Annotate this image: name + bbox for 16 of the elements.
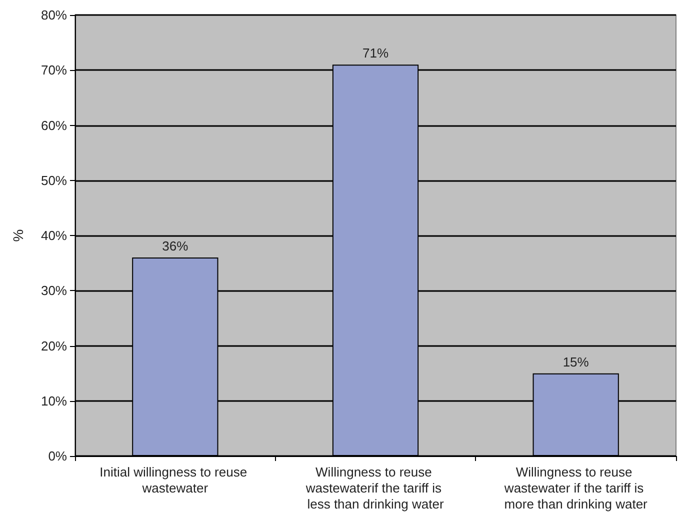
x-tick-label: Willingness to reuse wastewaterif the tariff is less than drinking water [304, 464, 446, 512]
y-axis-title: % [10, 229, 26, 242]
y-tick-label: 80% [40, 8, 68, 22]
y-tick-label: 0% [48, 448, 68, 464]
y-tick-label: 50% [40, 172, 68, 188]
y-tick-label: 30% [40, 283, 68, 298]
x-tick-label: Willingness to reuse wastewater if the tariff is more than drinking water [503, 464, 648, 512]
y-tick-label: 10% [40, 393, 68, 408]
x-tick-label: Initial willingness to reuse wastewater [100, 464, 251, 496]
y-tick-label: 70% [40, 62, 68, 78]
y-tick-label: 40% [40, 228, 68, 243]
y-tick-label: 20% [40, 338, 68, 354]
y-tick-label: 60% [40, 118, 68, 133]
data-label: 71% [362, 46, 389, 61]
data-label: 36% [162, 238, 189, 254]
data-label: 15% [562, 354, 590, 370]
